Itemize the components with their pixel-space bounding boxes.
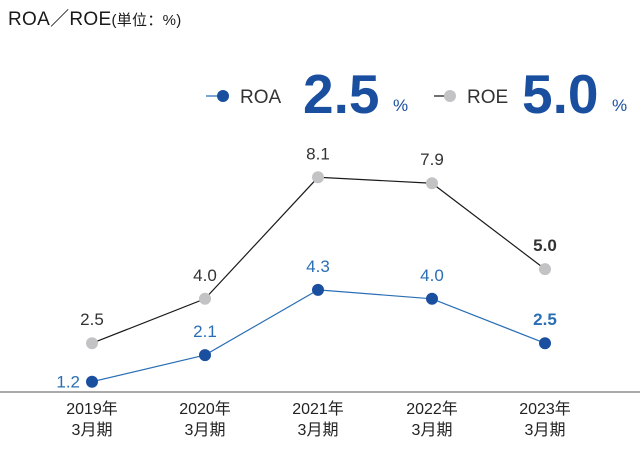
legend-roa-value: 2.5 [303, 63, 379, 125]
x-tick-label-3: 2022年 3月期 [406, 400, 458, 439]
legend-roa-suffix: % [393, 96, 408, 115]
legend-roa-marker [217, 90, 229, 102]
legend-roe-marker [444, 90, 456, 102]
roe-point-0 [86, 337, 98, 350]
legend-roa: ROA 2.5 % [206, 63, 408, 125]
roa-data-label-2: 4.3 [306, 257, 330, 276]
x-tick-label-2: 2021年 3月期 [292, 400, 344, 439]
roe-data-label-0: 2.5 [80, 310, 104, 329]
x-tick-label-4: 2023年 3月期 [519, 400, 571, 439]
roe-data-label-4: 5.0 [533, 236, 557, 255]
chart-title: ROA／ROE(単位：%) [8, 4, 182, 31]
roa-data-label-3: 4.0 [420, 266, 444, 285]
roa-point-4 [539, 337, 551, 350]
roe-data-label-3: 7.9 [420, 150, 444, 169]
chart-title-main: ROA／ROE [8, 9, 112, 30]
roa-point-0 [86, 375, 98, 388]
legend-roe-value: 5.0 [522, 63, 598, 125]
roa-series-line [91, 289, 546, 383]
chart-title-unit: (単位：%) [111, 12, 182, 29]
legend-roe: ROE 5.0 % [434, 63, 627, 125]
x-tick-label-0: 2019年 3月期 [66, 400, 118, 439]
roa-point-1 [199, 349, 211, 362]
roe-point-2 [312, 171, 324, 184]
legend-roe-label: ROE [467, 87, 508, 108]
roa-point-2 [312, 283, 324, 296]
roa-data-label-0: 1.2 [56, 373, 80, 392]
legend-roa-label: ROA [240, 87, 282, 108]
plot-area: 2019年 3月期 2020年 3月期 2021年 3月期 2022年 3月期 2023年 3月期… [0, 144, 640, 439]
x-tick-label-1: 2020年 3月期 [179, 400, 231, 439]
roe-data-label-1: 4.0 [193, 266, 217, 285]
roe-point-1 [199, 292, 211, 305]
roa-data-label-1: 2.1 [193, 322, 217, 341]
roe-point-3 [426, 177, 438, 190]
legend-roe-suffix: % [612, 96, 627, 115]
roa-point-3 [426, 292, 438, 305]
roe-point-4 [539, 263, 551, 276]
legend: ROA 2.5 % ROE 5.0 % [206, 63, 627, 125]
roa-data-label-4: 2.5 [533, 310, 557, 329]
roe-data-label-2: 8.1 [306, 144, 330, 163]
